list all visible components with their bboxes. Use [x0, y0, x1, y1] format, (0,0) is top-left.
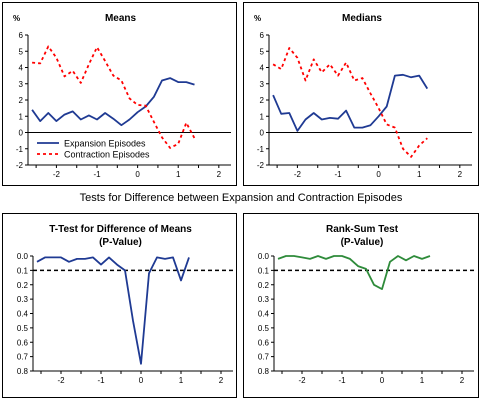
- section-title: Tests for Difference between Expansion a…: [79, 192, 403, 204]
- chart-title: Medians: [342, 13, 382, 24]
- y-axis-label: %: [13, 14, 20, 23]
- y-tick-label: 0.5: [17, 324, 29, 333]
- chart-subtitle: (P-Value): [99, 237, 142, 248]
- y-tick-label: 0.7: [258, 353, 270, 362]
- chart-title: Means: [105, 13, 137, 24]
- x-tick-label: 0: [376, 170, 381, 179]
- rank-sum-chart-panel: Rank-Sum Test (P-Value) 0.0 0.1 0.2 0.3 0.4 0.5…: [243, 213, 479, 398]
- y-tick-label: -2: [257, 161, 265, 170]
- series-line-1: [32, 45, 196, 149]
- x-tick-label: 1: [176, 170, 181, 179]
- y-axis-label: %: [254, 14, 261, 23]
- x-tick-label: -2: [298, 376, 306, 385]
- y-tick-label: 0.3: [258, 295, 270, 304]
- y-tick-label: 0: [260, 129, 265, 138]
- y-tick-label: 0.1: [258, 266, 270, 275]
- y-tick-label: 0.8: [17, 367, 29, 376]
- series-line-0: [277, 255, 431, 290]
- y-tick-label: 0.6: [258, 338, 270, 347]
- medians-chart-panel: Medians% -2 -1 0 1 2 3 4 5 6 -2 -1 0 1 2: [243, 2, 479, 186]
- legend-label: Contraction Episodes: [64, 150, 150, 160]
- y-tick-label: -1: [16, 145, 24, 154]
- series-line-0: [36, 256, 190, 365]
- y-tick-label: 2: [19, 96, 24, 105]
- y-tick-label: 0.0: [17, 252, 29, 261]
- chart-title: T-Test for Difference of Means: [49, 224, 192, 235]
- chart-title: Rank-Sum Test: [326, 224, 399, 235]
- t-test-chart-svg: T-Test for Difference of Means (P-Value) 0…: [17, 224, 233, 385]
- y-tick-label: 6: [19, 31, 24, 40]
- y-tick-label: 1: [260, 112, 265, 121]
- series-line-0: [272, 73, 429, 132]
- rank-sum-chart-svg: Rank-Sum Test (P-Value) 0.0 0.1 0.2 0.3 0.4 0.5…: [258, 224, 474, 385]
- y-tick-label: 0.6: [17, 338, 29, 347]
- x-tick-label: 0: [380, 376, 385, 385]
- y-tick-label: 5: [19, 47, 24, 56]
- medians-chart-svg: Medians% -2 -1 0 1 2 3 4 5 6 -2 -1 0 1 2: [254, 13, 472, 179]
- x-tick-label: -1: [97, 376, 105, 385]
- y-tick-label: 4: [19, 64, 24, 73]
- series-line-0: [31, 77, 195, 127]
- x-tick-label: -2: [57, 376, 65, 385]
- y-tick-label: 0.7: [17, 353, 29, 362]
- y-tick-label: 0.8: [258, 367, 270, 376]
- y-tick-label: 0.2: [258, 281, 270, 290]
- y-tick-label: 2: [260, 96, 265, 105]
- y-tick-label: 0: [19, 129, 24, 138]
- y-tick-label: 0.5: [258, 324, 270, 333]
- x-tick-label: -2: [53, 170, 61, 179]
- y-tick-label: 0.4: [258, 310, 270, 319]
- x-tick-label: 2: [458, 170, 463, 179]
- x-tick-label: 0: [135, 170, 140, 179]
- x-tick-label: -1: [93, 170, 101, 179]
- y-tick-label: -2: [16, 161, 24, 170]
- x-tick-label: 1: [417, 170, 422, 179]
- x-tick-label: 1: [179, 376, 184, 385]
- y-tick-label: 3: [19, 80, 24, 89]
- y-tick-label: 5: [260, 47, 265, 56]
- x-tick-label: -2: [294, 170, 302, 179]
- t-test-chart-panel: T-Test for Difference of Means (P-Value) 0…: [2, 213, 237, 398]
- y-tick-label: 0.0: [258, 252, 270, 261]
- y-tick-label: -1: [257, 145, 265, 154]
- means-chart-svg: Means% -2 -1 0 1 2 3 4 5 6 -2 -1 0 1 2 Expansion Episod…: [13, 13, 231, 179]
- series-line-1: [272, 47, 428, 158]
- x-tick-label: 2: [219, 376, 224, 385]
- y-tick-label: 4: [260, 64, 265, 73]
- x-tick-label: 2: [217, 170, 222, 179]
- x-tick-label: -1: [338, 376, 346, 385]
- x-tick-label: -1: [334, 170, 342, 179]
- x-tick-label: 1: [420, 376, 425, 385]
- x-tick-label: 2: [460, 376, 465, 385]
- x-tick-label: 0: [139, 376, 144, 385]
- y-tick-label: 6: [260, 31, 265, 40]
- y-tick-label: 0.3: [17, 295, 29, 304]
- y-tick-label: 0.4: [17, 310, 29, 319]
- y-tick-label: 3: [260, 80, 265, 89]
- y-tick-label: 1: [19, 112, 24, 121]
- legend-label: Expansion Episodes: [64, 139, 146, 149]
- means-chart-panel: Means% -2 -1 0 1 2 3 4 5 6 -2 -1 0 1 2 Expansion Episod…: [2, 2, 237, 186]
- y-tick-label: 0.1: [17, 266, 29, 275]
- y-tick-label: 0.2: [17, 281, 29, 290]
- chart-subtitle: (P-Value): [341, 237, 384, 248]
